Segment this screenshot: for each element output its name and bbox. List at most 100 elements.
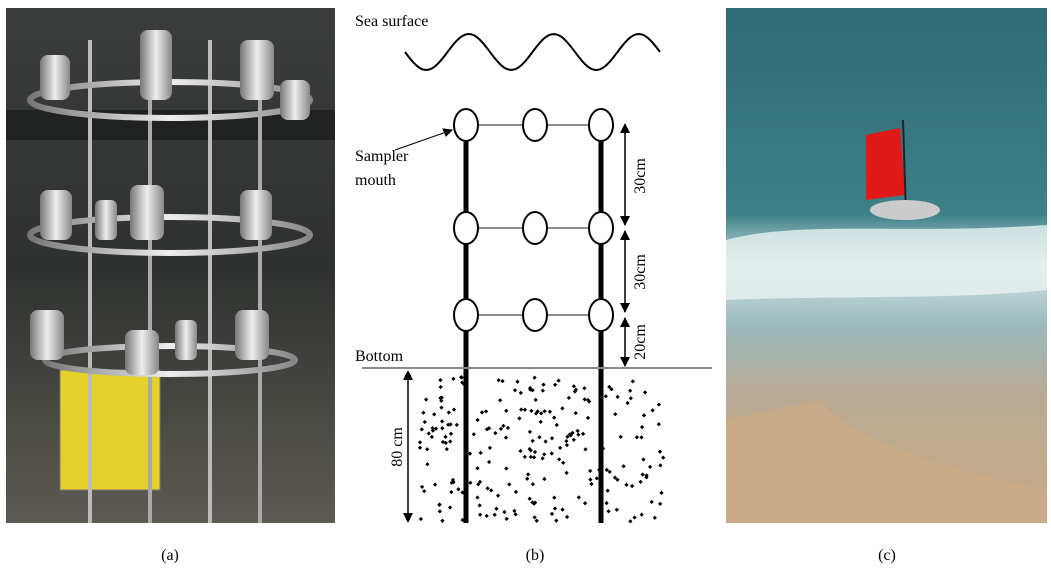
photo-c <box>726 8 1047 523</box>
sediment-dot <box>487 460 491 464</box>
sediment-dot <box>565 515 569 519</box>
sediment-dot <box>475 495 479 499</box>
sediment-dot <box>615 508 619 512</box>
sediment-dot <box>630 484 634 488</box>
sediment-dot <box>478 513 482 517</box>
sediment-dot <box>513 388 517 392</box>
sediment-dot <box>628 389 632 393</box>
sediment-dot <box>556 379 560 383</box>
sediment-dot <box>583 447 587 451</box>
sediment-dot <box>632 515 636 519</box>
sediment-dot <box>431 426 435 430</box>
sediment-dot <box>504 466 508 470</box>
sediment-dot <box>499 427 503 431</box>
sediment-dot <box>420 427 424 431</box>
sediment-dot <box>526 472 530 476</box>
sediment-dot <box>539 411 543 415</box>
sediment-dot <box>504 436 508 440</box>
sediment-dot <box>529 455 533 459</box>
sediment-dot <box>613 412 617 416</box>
sediment-dot <box>624 483 628 487</box>
sediment-dot <box>641 457 645 461</box>
sediment-dot <box>648 465 652 469</box>
figure: Sea surface Sampler mouth Bottom 30cm 30… <box>0 0 1051 571</box>
sediment-dot <box>560 508 564 512</box>
sediment-dot <box>540 456 544 460</box>
sediment-dot <box>586 416 590 420</box>
panel-label: (a) <box>161 547 179 564</box>
sediment-dot <box>501 424 505 428</box>
sediment-dot <box>502 510 506 514</box>
sediment-dot <box>543 439 547 443</box>
sediment-dot <box>532 515 536 519</box>
sediment-dot <box>615 395 619 399</box>
sediment-dot <box>448 505 452 509</box>
sediment-dot <box>494 507 498 511</box>
sediment-dot <box>512 509 516 513</box>
sediment-dot <box>572 438 576 442</box>
sediment-dot <box>531 482 535 486</box>
sediment-dot <box>430 435 434 439</box>
sediment-dot <box>432 412 436 416</box>
sediment-dot <box>493 431 497 435</box>
sediment-dot <box>581 432 585 436</box>
sediment-dot <box>529 409 533 413</box>
sediment-dot <box>537 435 541 439</box>
sediment-dot <box>619 435 623 439</box>
sediment-dot <box>500 379 504 383</box>
sediment-dot <box>519 407 523 411</box>
sediment-dot <box>659 491 663 495</box>
sediment-dot <box>535 519 539 523</box>
sediment-dot <box>493 513 497 517</box>
sediment-dot <box>639 435 643 439</box>
sediment-dot <box>658 502 662 506</box>
sediment-dot <box>427 431 431 435</box>
sediment-dot <box>534 398 538 402</box>
sediment-dot <box>577 495 581 499</box>
sediment-dot <box>498 398 502 402</box>
sediment-dot <box>532 376 536 380</box>
panel-label: (b) <box>526 547 545 564</box>
sediment-dot <box>657 402 661 406</box>
sediment-dot <box>558 446 562 450</box>
sea-surface-label: Sea surface <box>355 13 428 30</box>
sediment-dot <box>552 496 556 500</box>
sediment-dot <box>437 503 441 507</box>
sediment-dot <box>561 461 565 465</box>
sediment-dot <box>658 450 662 454</box>
sediment-dot <box>496 494 500 498</box>
sediment-dot <box>606 489 610 493</box>
spacing-label: 30cm <box>632 254 649 290</box>
sediment-dot <box>523 455 527 459</box>
sediment-dot <box>554 519 558 523</box>
sediment-dot <box>440 419 444 423</box>
sediment-dot <box>653 516 657 520</box>
sediment-dot <box>541 383 545 387</box>
sediment-dot <box>438 509 442 513</box>
sediment-dot <box>523 408 527 412</box>
sediment-dot <box>422 489 426 493</box>
sediment-dot <box>505 517 509 521</box>
sediment-dot <box>438 378 442 382</box>
sediment-dot <box>650 408 654 412</box>
sediment-dot <box>448 439 452 443</box>
sediment-dot <box>640 513 644 517</box>
sediment-dot <box>533 450 537 454</box>
sediment-dot <box>641 472 645 476</box>
sediment-dot <box>564 439 568 443</box>
sediment-dot <box>642 413 646 417</box>
sediment-dot <box>515 380 519 384</box>
sediment-dot <box>528 497 532 501</box>
sediment-dot <box>539 420 543 424</box>
sediment-dot <box>588 478 592 482</box>
sediment-dot <box>631 379 635 383</box>
sediment-dot <box>583 501 587 505</box>
sediment-dot <box>557 457 561 461</box>
sediment-dot <box>445 447 449 451</box>
sediment-dot <box>452 408 456 412</box>
sediment-dot <box>553 506 557 510</box>
sediment-dot <box>574 411 578 415</box>
sediment-dot <box>606 509 610 513</box>
sediment-dot <box>572 384 576 388</box>
sediment-dot <box>478 503 482 507</box>
